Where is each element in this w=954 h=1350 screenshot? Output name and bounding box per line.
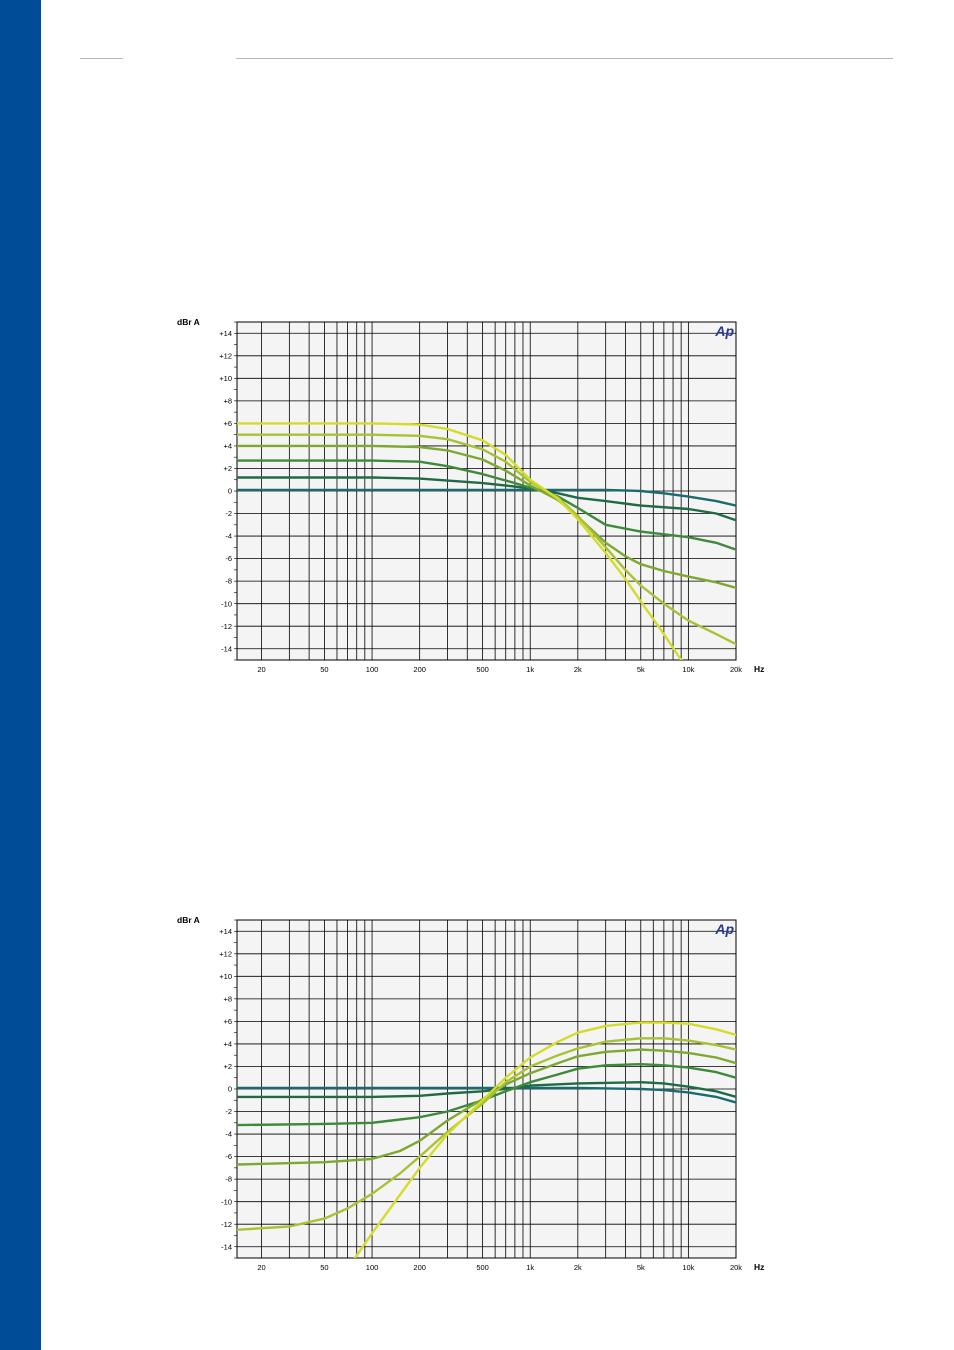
x-tick-label: 2k (574, 1263, 582, 1272)
y-tick-label: +14 (219, 329, 232, 338)
y-tick-label: -8 (225, 1175, 232, 1184)
y-tick-label: -6 (225, 1152, 232, 1161)
x-tick-label: 1k (526, 1263, 534, 1272)
x-tick-label: 20 (257, 665, 265, 674)
y-tick-label: -14 (221, 1242, 232, 1251)
y-tick-label: +12 (219, 949, 232, 958)
series-line-5 (353, 1021, 736, 1258)
y-tick-label: -14 (221, 644, 232, 653)
chart-highpass-response: +14 +12 +10 +8 +6 +4 +2 0 -2 -4 -6 -8 -10 -12 -14 20 50 1… (160, 908, 780, 1278)
y-tick-label: -10 (221, 599, 232, 608)
header-rule-left (80, 58, 123, 59)
x-tick-label: 10k (682, 665, 694, 674)
header-rule-right (236, 58, 893, 59)
y-tick-label: +4 (223, 442, 232, 451)
x-tick-label: 1k (526, 665, 534, 674)
y-tick-label: +8 (223, 994, 232, 1003)
y-tick-label: +10 (219, 972, 232, 981)
x-tick-label: 100 (366, 665, 379, 674)
chart-svg: +14 +12 +10 +8 +6 +4 +2 0 -2 -4 -6 -8 -10 -12 -14 20 50 1… (177, 915, 764, 1272)
series-line-5 (237, 422, 683, 660)
x-tick-label: 200 (413, 665, 426, 674)
y-tick-label: +14 (219, 927, 232, 936)
ap-logo: Ap (714, 921, 734, 937)
series-line-4 (237, 433, 736, 646)
x-axis-label: Hz (754, 1262, 764, 1272)
y-tick-label: +6 (223, 419, 232, 428)
x-tick-label: 10k (682, 1263, 694, 1272)
y-tick-label: -8 (225, 577, 232, 586)
series-line-0-db (237, 1086, 736, 1104)
side-color-band (0, 0, 41, 1350)
y-axis-label: dBr A (177, 915, 200, 925)
series-line-1 (237, 476, 736, 522)
y-tick-label: +2 (223, 464, 232, 473)
y-axis-label: dBr A (177, 317, 200, 327)
x-tick-label: 5k (637, 1263, 645, 1272)
y-tick-label: -12 (221, 1220, 232, 1229)
y-tick-label: 0 (228, 487, 232, 496)
y-tick-label: -6 (225, 554, 232, 563)
x-tick-label: 5k (637, 665, 645, 674)
y-tick-label: -2 (225, 1107, 232, 1116)
y-tick-label: -4 (225, 1130, 232, 1139)
x-tick-label: 20k (730, 1263, 742, 1272)
y-tick-label: -4 (225, 532, 232, 541)
y-tick-label: -10 (221, 1197, 232, 1206)
series-line-4 (237, 1037, 736, 1231)
ap-logo: Ap (714, 323, 734, 339)
y-tick-label: +12 (219, 351, 232, 360)
x-tick-label: 50 (320, 665, 328, 674)
x-tick-label: 100 (366, 1263, 379, 1272)
series-line-1 (237, 1080, 736, 1099)
x-axis-label: Hz (754, 664, 764, 674)
series-group (237, 422, 736, 660)
chart-svg: +14 +12 +10 +8 +6 +4 +2 0 -2 -4 -6 -8 -10 -12 -14 20 50 1… (177, 317, 764, 674)
y-tick-label: +6 (223, 1017, 232, 1026)
x-tick-label: 20 (257, 1263, 265, 1272)
y-tick-label: -12 (221, 622, 232, 631)
y-tick-label: +10 (219, 374, 232, 383)
series-group (237, 1021, 736, 1258)
y-tick-label: -2 (225, 509, 232, 518)
y-tick-label: 0 (228, 1085, 232, 1094)
x-tick-label: 500 (476, 1263, 489, 1272)
y-tick-label: +4 (223, 1040, 232, 1049)
x-tick-label: 2k (574, 665, 582, 674)
series-line-2 (237, 1062, 736, 1127)
y-tick-label: +8 (223, 396, 232, 405)
x-tick-label: 50 (320, 1263, 328, 1272)
series-line-0-db (237, 488, 736, 507)
x-tick-label: 200 (413, 1263, 426, 1272)
chart-lowpass-response: +14 +12 +10 +8 +6 +4 +2 0 -2 -4 -6 -8 -10 -12 -14 20 50 1… (160, 310, 780, 680)
x-tick-label: 500 (476, 665, 489, 674)
series-line-3 (237, 1048, 736, 1166)
y-tick-label: +2 (223, 1062, 232, 1071)
x-tick-label: 20k (730, 665, 742, 674)
